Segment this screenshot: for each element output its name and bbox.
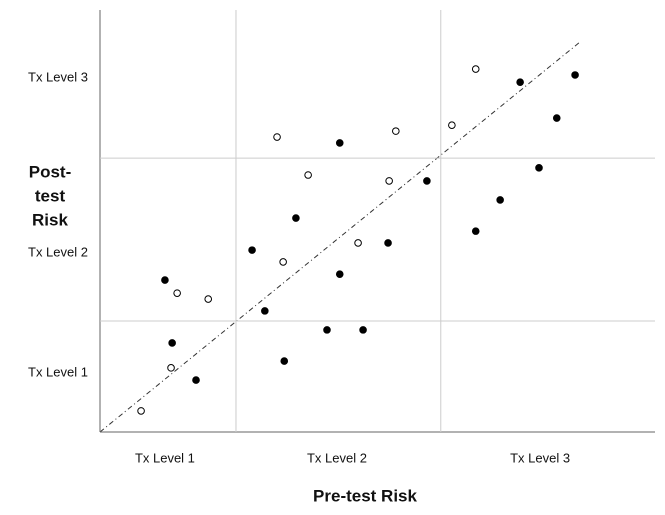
data-point — [471, 227, 480, 235]
data-point — [248, 246, 256, 254]
y-tick-label: Tx Level 3 — [28, 69, 88, 84]
data-point — [273, 133, 281, 141]
y-axis-title: Post- — [29, 162, 72, 181]
data-point — [552, 114, 561, 122]
data-point — [335, 270, 344, 278]
y-tick-label: Tx Level 2 — [28, 245, 88, 260]
data-point — [204, 295, 213, 303]
data-point — [335, 139, 344, 147]
data-point — [385, 177, 393, 185]
data-point — [261, 307, 269, 315]
data-point — [137, 407, 145, 415]
x-axis-title: Pre-test Risk — [313, 486, 417, 505]
data-point — [168, 339, 176, 347]
data-point — [323, 326, 331, 334]
x-tick-label: Tx Level 3 — [510, 450, 570, 465]
data-point — [384, 239, 392, 247]
data-point — [571, 71, 579, 79]
data-point — [516, 78, 524, 86]
data-point — [280, 357, 289, 365]
x-tick-label: Tx Level 2 — [307, 450, 367, 465]
data-point — [167, 364, 175, 372]
data-point — [423, 177, 431, 185]
x-tick-label: Tx Level 1 — [135, 450, 195, 465]
data-point — [292, 214, 300, 222]
data-point — [359, 326, 367, 334]
data-point — [304, 171, 312, 179]
data-point — [192, 376, 200, 384]
y-axis-title: test — [35, 186, 66, 205]
data-point — [448, 121, 456, 130]
data-point — [279, 258, 287, 266]
data-point — [392, 127, 400, 135]
data-point — [354, 239, 362, 247]
data-point — [161, 276, 169, 284]
y-axis-title: Risk — [32, 210, 68, 229]
data-point — [173, 289, 181, 297]
data-point — [471, 65, 480, 73]
data-point — [496, 196, 504, 204]
y-tick-label: Tx Level 1 — [28, 364, 88, 379]
data-point — [535, 164, 543, 172]
